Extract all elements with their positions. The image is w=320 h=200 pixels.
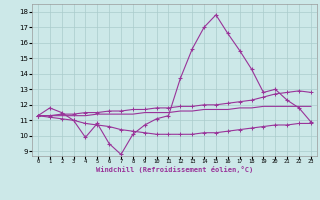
X-axis label: Windchill (Refroidissement éolien,°C): Windchill (Refroidissement éolien,°C)	[96, 166, 253, 173]
